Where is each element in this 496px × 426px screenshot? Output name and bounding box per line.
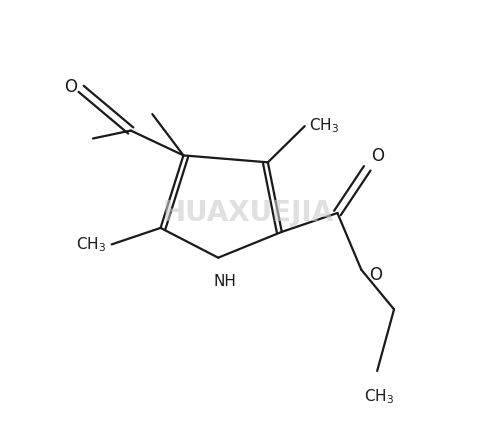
Text: NH: NH	[214, 273, 237, 288]
Text: O: O	[64, 78, 77, 96]
Text: O: O	[371, 147, 384, 165]
Text: O: O	[369, 265, 382, 284]
Text: CH$_3$: CH$_3$	[364, 387, 394, 406]
Text: HUAXUEJIA: HUAXUEJIA	[162, 199, 334, 227]
Text: CH$_3$: CH$_3$	[309, 117, 339, 135]
Text: CH$_3$: CH$_3$	[75, 235, 106, 254]
